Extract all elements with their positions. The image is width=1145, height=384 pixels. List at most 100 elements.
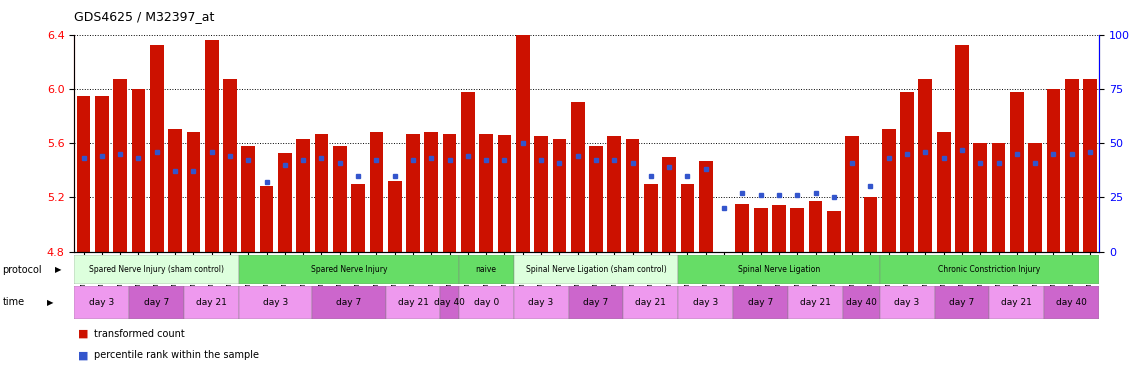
Bar bbox=[607, 136, 621, 252]
Bar bbox=[498, 135, 512, 252]
Bar bbox=[879, 255, 1099, 284]
Bar bbox=[132, 89, 145, 252]
Bar bbox=[589, 146, 602, 252]
Bar bbox=[625, 139, 639, 252]
Bar bbox=[879, 286, 934, 319]
Text: protocol: protocol bbox=[2, 265, 42, 275]
Bar bbox=[643, 184, 657, 252]
Bar bbox=[168, 129, 182, 252]
Bar bbox=[297, 139, 310, 252]
Text: day 3: day 3 bbox=[263, 298, 289, 307]
Bar bbox=[187, 132, 200, 252]
Text: Spared Nerve Injury (sham control): Spared Nerve Injury (sham control) bbox=[89, 265, 224, 274]
Bar bbox=[680, 184, 694, 252]
Bar bbox=[698, 161, 712, 252]
Bar bbox=[113, 79, 127, 252]
Bar bbox=[459, 286, 514, 319]
Bar bbox=[388, 181, 402, 252]
Bar bbox=[74, 255, 239, 284]
Text: ■: ■ bbox=[78, 329, 88, 339]
Bar bbox=[900, 91, 914, 252]
Bar bbox=[1065, 79, 1079, 252]
Text: day 21: day 21 bbox=[800, 298, 831, 307]
Text: day 3: day 3 bbox=[693, 298, 718, 307]
Text: Chronic Constriction Injury: Chronic Constriction Injury bbox=[938, 265, 1041, 274]
Text: day 3: day 3 bbox=[529, 298, 554, 307]
Text: percentile rank within the sample: percentile rank within the sample bbox=[94, 350, 259, 360]
Bar bbox=[150, 45, 164, 252]
Bar bbox=[934, 286, 989, 319]
Bar bbox=[313, 286, 386, 319]
Bar bbox=[425, 132, 439, 252]
Bar bbox=[845, 136, 859, 252]
Bar bbox=[95, 96, 109, 252]
Bar bbox=[441, 286, 459, 319]
Bar bbox=[882, 129, 895, 252]
Bar bbox=[989, 286, 1044, 319]
Text: day 7: day 7 bbox=[583, 298, 609, 307]
Bar bbox=[516, 35, 530, 252]
Text: day 21: day 21 bbox=[397, 298, 428, 307]
Text: day 21: day 21 bbox=[635, 298, 666, 307]
Text: day 0: day 0 bbox=[474, 298, 499, 307]
Text: naive: naive bbox=[475, 265, 497, 274]
Bar bbox=[733, 286, 788, 319]
Bar bbox=[790, 208, 804, 252]
Bar bbox=[1083, 79, 1097, 252]
Text: day 21: day 21 bbox=[1002, 298, 1033, 307]
Bar bbox=[514, 255, 678, 284]
Bar bbox=[459, 255, 514, 284]
Bar bbox=[406, 134, 420, 252]
Text: time: time bbox=[2, 297, 24, 308]
Text: day 40: day 40 bbox=[1057, 298, 1088, 307]
Bar bbox=[553, 139, 567, 252]
Bar bbox=[735, 204, 749, 252]
Bar bbox=[352, 184, 365, 252]
Bar bbox=[77, 96, 90, 252]
Bar bbox=[205, 40, 219, 252]
Text: day 7: day 7 bbox=[748, 298, 773, 307]
Text: ▶: ▶ bbox=[47, 298, 54, 307]
Bar bbox=[242, 146, 255, 252]
Bar bbox=[129, 286, 184, 319]
Bar bbox=[717, 252, 731, 272]
Text: ■: ■ bbox=[78, 350, 88, 360]
Bar bbox=[1047, 89, 1060, 252]
Text: transformed count: transformed count bbox=[94, 329, 184, 339]
Bar bbox=[239, 286, 313, 319]
Text: Spared Nerve Injury: Spared Nerve Injury bbox=[310, 265, 387, 274]
Bar bbox=[843, 286, 879, 319]
Text: Spinal Nerve Ligation (sham control): Spinal Nerve Ligation (sham control) bbox=[526, 265, 666, 274]
Text: day 40: day 40 bbox=[434, 298, 465, 307]
Bar bbox=[827, 211, 840, 252]
Bar bbox=[808, 201, 822, 252]
Bar bbox=[571, 103, 585, 252]
Bar bbox=[678, 286, 733, 319]
Bar bbox=[662, 157, 676, 252]
Bar bbox=[863, 197, 877, 252]
Bar bbox=[260, 186, 274, 252]
Text: GDS4625 / M32397_at: GDS4625 / M32397_at bbox=[74, 10, 215, 23]
Bar bbox=[386, 286, 441, 319]
Text: day 3: day 3 bbox=[89, 298, 114, 307]
Text: day 40: day 40 bbox=[846, 298, 877, 307]
Bar bbox=[973, 143, 987, 252]
Text: day 7: day 7 bbox=[144, 298, 169, 307]
Bar bbox=[678, 255, 879, 284]
Bar bbox=[955, 45, 969, 252]
Bar bbox=[753, 208, 767, 252]
Text: day 21: day 21 bbox=[196, 298, 227, 307]
Bar bbox=[278, 152, 292, 252]
Bar bbox=[223, 79, 237, 252]
Text: ▶: ▶ bbox=[55, 265, 62, 274]
Bar bbox=[535, 136, 548, 252]
Bar bbox=[184, 286, 239, 319]
Text: day 7: day 7 bbox=[949, 298, 974, 307]
Text: day 7: day 7 bbox=[337, 298, 362, 307]
Bar bbox=[239, 255, 459, 284]
Bar bbox=[514, 286, 569, 319]
Bar bbox=[772, 205, 785, 252]
Bar bbox=[1010, 91, 1024, 252]
Bar bbox=[315, 134, 329, 252]
Bar bbox=[918, 79, 932, 252]
